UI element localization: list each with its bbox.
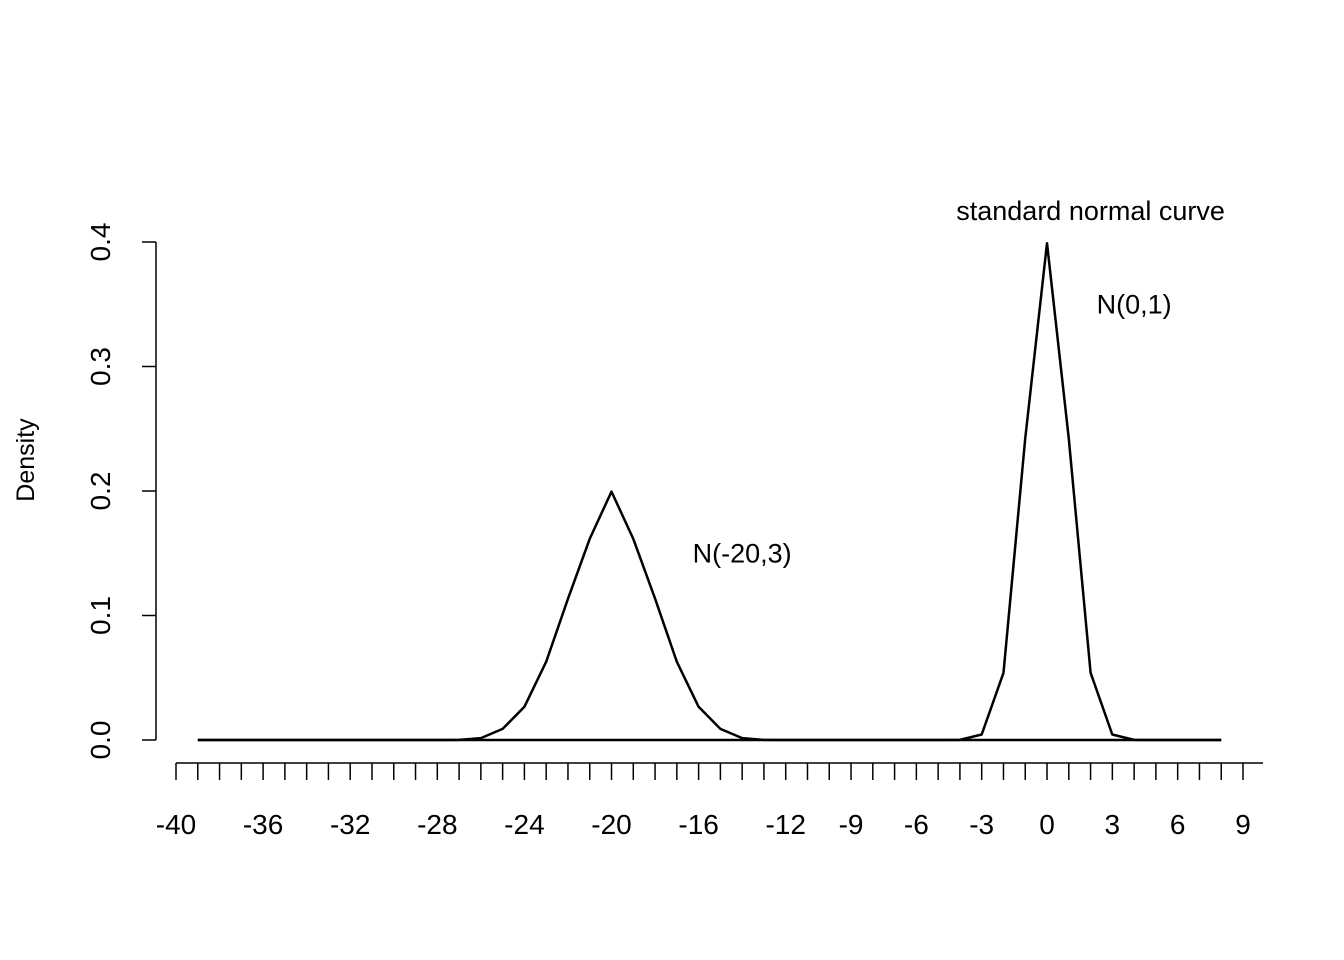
y-axis: 0.0 0.1 0.2 0.3 0.4 — [85, 223, 157, 760]
x-tick-label: -9 — [839, 809, 864, 840]
x-tick-label: -20 — [591, 809, 631, 840]
series-line-1 — [197, 490, 1222, 742]
x-tick-label: -12 — [765, 809, 805, 840]
x-tick-label: -28 — [417, 809, 457, 840]
series-line-0 — [197, 241, 1222, 742]
x-tick-label: -24 — [504, 809, 544, 840]
y-tick-label: 0.1 — [85, 596, 116, 635]
annotation-label: N(0,1) — [1097, 289, 1172, 319]
x-tick-label: -36 — [243, 809, 283, 840]
y-tick-label: 0.0 — [85, 721, 116, 760]
x-tick-label: 6 — [1170, 809, 1186, 840]
x-tick-label: -3 — [969, 809, 994, 840]
y-axis-title: Density — [12, 418, 40, 502]
annotation-label: standard normal curve — [956, 196, 1225, 226]
x-axis: -40 -36 -32 -28 -24 -20 -16 -12 -9 -6 -3 0 3 6 9 — [156, 762, 1263, 840]
annotations: standard normal curve N(0,1) N(-20,3) — [693, 196, 1225, 568]
x-tick-label: -32 — [330, 809, 370, 840]
y-tick-label: 0.4 — [85, 223, 116, 262]
y-tick-label: 0.2 — [85, 472, 116, 511]
x-tick-label: -40 — [156, 809, 196, 840]
x-tick-label: 9 — [1235, 809, 1251, 840]
annotation-label: N(-20,3) — [693, 538, 792, 568]
x-tick-label: 3 — [1105, 809, 1121, 840]
x-tick-label: -16 — [678, 809, 718, 840]
y-tick-label: 0.3 — [85, 347, 116, 386]
x-tick-label: 0 — [1039, 809, 1055, 840]
density-curves — [197, 241, 1222, 742]
x-tick-label: -6 — [904, 809, 929, 840]
